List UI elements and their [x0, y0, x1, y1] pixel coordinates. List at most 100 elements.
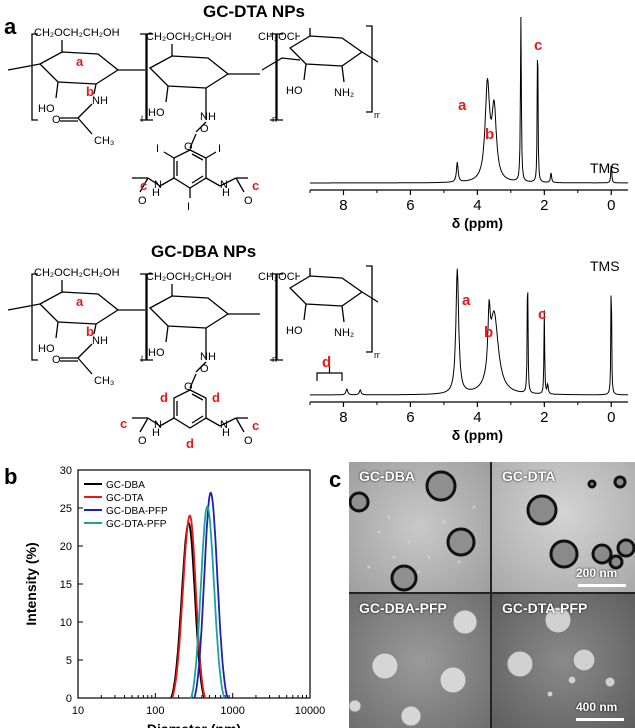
svg-text:c: c [120, 416, 127, 431]
dls-y-tick-label: 0 [66, 693, 72, 705]
tem-label-gc-dba-pfp: GC-DBA-PFP [359, 600, 447, 616]
panel-label-b: b [4, 464, 18, 489]
tem-label-gc-dta-pfp: GC-DTA-PFP [502, 600, 588, 616]
svg-text:HO: HO [38, 103, 55, 115]
gc-dta-residue-3: HO NH₂ m [286, 25, 380, 120]
nmr-tick-label: 2 [540, 409, 548, 426]
scale-text-400: 400 nm [576, 700, 618, 714]
dls-x-label: Diameter (nm) [147, 721, 241, 728]
nmr-tick-label: 6 [406, 197, 414, 214]
svg-text:I: I [156, 143, 159, 155]
panel-label-c: c [329, 467, 342, 492]
svg-text:O: O [52, 354, 61, 366]
svg-text:l: l [141, 114, 143, 124]
nmr-peak-label-a: a [458, 97, 467, 114]
dls-legend-label: GC-DTA [106, 493, 144, 504]
svg-text:d: d [212, 390, 220, 405]
svg-text:m: m [374, 350, 380, 360]
tem-image-grid: GC-DBA GC-DTA 200 nm GC-DBA-PFP GC-DTA-P… [349, 462, 635, 728]
svg-text:H: H [152, 187, 160, 199]
peak-letter-b: b [86, 84, 94, 99]
svg-text:c: c [252, 178, 259, 193]
scale-bar-400 [576, 718, 624, 721]
tem-particles-gc-dba [349, 470, 476, 592]
svg-text:NH: NH [92, 335, 108, 347]
tem-tile-gc-dta: GC-DTA 200 nm [492, 462, 635, 592]
tem-tile-gc-dba-pfp: GC-DBA-PFP [349, 594, 490, 728]
scale-bar-200 [578, 584, 626, 587]
svg-text:HO: HO [148, 107, 165, 119]
svg-text:CH₂OCH₂CH₂OH: CH₂OCH₂CH₂OH [258, 31, 300, 43]
svg-text:O: O [184, 381, 193, 393]
svg-text:I: I [187, 201, 190, 213]
svg-text:NH: NH [92, 95, 108, 107]
tem-label-gc-dta: GC-DTA [502, 468, 556, 484]
svg-text:NH₂: NH₂ [334, 87, 354, 99]
dls-x-tick-label: 10000 [295, 705, 326, 717]
side-chain-label: CH₂OCH₂CH₂OH [34, 27, 120, 39]
nmr-tick-label: 4 [473, 409, 481, 426]
dls-series-gc-dta-pfp [190, 505, 226, 699]
gc-dta-title: GC-DTA NPs [203, 2, 305, 21]
svg-text:N: N [154, 419, 162, 431]
nmr-tick-label: 8 [339, 409, 347, 426]
svg-text:CH₂OCH₂CH₂OH: CH₂OCH₂CH₂OH [258, 271, 300, 283]
dls-y-label: Intensity (%) [23, 542, 39, 625]
nmr-peak-label-c: c [534, 37, 542, 54]
svg-text:H: H [152, 427, 160, 439]
nmr-brace [316, 367, 343, 381]
dls-y-tick-label: 30 [60, 465, 72, 477]
nmr-peak-label-d: d [322, 354, 331, 371]
nmr-peak-label-a: a [462, 292, 471, 309]
svg-text:a: a [76, 294, 84, 309]
nmr-spectrum-bottom: 8 6 4 2 0 δ (ppm) TMS ab c d [309, 258, 628, 443]
nmr-x-label: δ (ppm) [452, 427, 503, 443]
dls-x-tick-label: 10 [72, 705, 84, 717]
nmr-peak-label-b: b [485, 126, 494, 143]
svg-text:HO: HO [286, 85, 303, 97]
tem-particles-gc-dta-pfp [506, 606, 616, 698]
svg-text:HO: HO [38, 343, 55, 355]
svg-text:H: H [222, 187, 230, 199]
dls-y-tick-label: 20 [60, 541, 72, 553]
nmr-peak-label-b: b [484, 324, 493, 341]
svg-text:H: H [222, 427, 230, 439]
nmr-peak-label-c: c [538, 306, 546, 323]
dls-series-gc-dba-pfp [193, 491, 229, 699]
svg-text:l: l [141, 354, 143, 364]
dls-legend-label: GC-DTA-PFP [106, 519, 167, 530]
nmr-tick-label: 6 [406, 409, 414, 426]
nmr-tick-label: 2 [540, 197, 548, 214]
tms-label: TMS [590, 160, 620, 176]
gc-dba-title: GC-DBA NPs [151, 242, 257, 261]
peak-letter-c: c [140, 178, 147, 193]
nmr-trace [310, 268, 628, 396]
svg-text:NH: NH [200, 111, 216, 123]
svg-text:O: O [200, 123, 209, 135]
dls-legend-label: GC-DBA-PFP [106, 506, 168, 517]
svg-text:n: n [272, 354, 277, 364]
tem-particles-gc-dba-pfp [349, 609, 478, 727]
svg-text:O: O [184, 141, 193, 153]
svg-text:N: N [154, 179, 162, 191]
svg-text:O: O [244, 435, 253, 447]
svg-text:d: d [186, 436, 194, 451]
scale-text-200: 200 nm [576, 566, 618, 580]
nmr-tick-label: 4 [473, 197, 481, 214]
svg-text:N: N [220, 179, 228, 191]
gc-dba-structure: CH₂OCH₂CH₂OH CH₂OCH₂CH₂OH CH₂OCH₂CH₂OH H… [7, 267, 300, 451]
dls-x-tick-label: 1000 [220, 705, 244, 717]
nmr-x-label: δ (ppm) [452, 215, 503, 231]
nmr-trace [310, 16, 628, 184]
tms-label: TMS [590, 258, 620, 274]
svg-text:c: c [252, 418, 259, 433]
svg-text:CH₃: CH₃ [94, 135, 114, 147]
panel-label-a: a [4, 14, 17, 39]
dls-y-tick-label: 15 [60, 579, 72, 591]
svg-text:m: m [374, 110, 380, 120]
tem-tile-gc-dta-pfp: GC-DTA-PFP 400 nm [492, 594, 635, 728]
svg-text:O: O [244, 195, 253, 207]
tem-particles-gc-dta [526, 475, 635, 570]
nmr-spectrum-top: 8 6 4 2 0 δ (ppm) TMS a b c [309, 16, 628, 231]
dls-y-tick-label: 25 [60, 503, 72, 515]
